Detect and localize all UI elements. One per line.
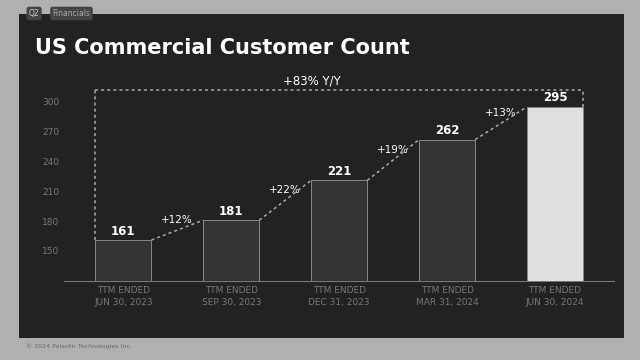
Text: Financials: Financials [52,9,90,18]
Text: +22%: +22% [269,185,301,195]
Bar [311,180,367,360]
Text: 161: 161 [111,225,136,238]
Bar [204,220,259,360]
Text: 295: 295 [543,91,567,104]
Text: +13%: +13% [485,108,517,118]
Bar [95,240,152,360]
Text: Q2: Q2 [29,9,40,18]
Text: © 2024 Palantir Technologies Inc.: © 2024 Palantir Technologies Inc. [26,343,131,349]
Text: 221: 221 [327,165,351,178]
Text: +19%: +19% [378,145,409,155]
Text: US Commercial Customer Count: US Commercial Customer Count [35,38,410,58]
Text: +12%: +12% [161,215,193,225]
Text: 262: 262 [435,124,460,137]
Bar [419,140,475,360]
Text: +83% Y/Y: +83% Y/Y [284,75,341,88]
Text: 181: 181 [219,205,244,218]
Bar [527,107,583,360]
